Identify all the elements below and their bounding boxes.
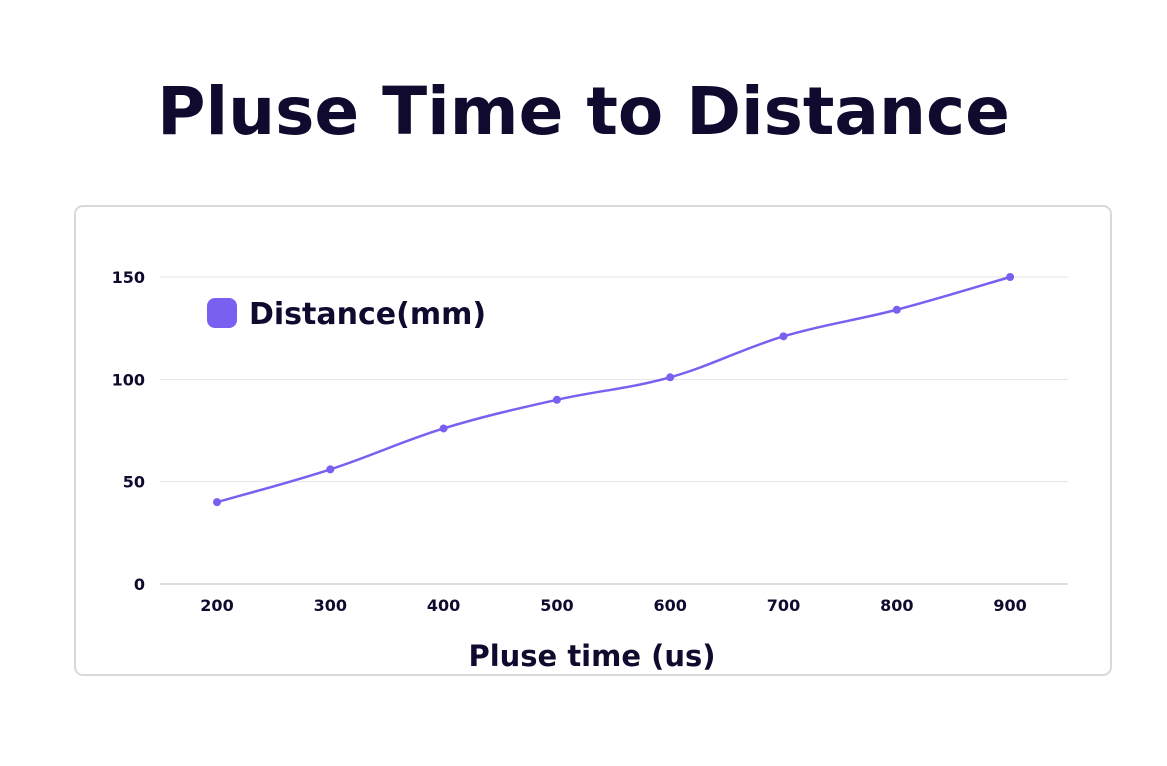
y-tick-label: 150: [112, 268, 145, 287]
x-tick-label: 200: [200, 596, 233, 615]
x-tick-label: 600: [653, 596, 686, 615]
chart-card: 0 50 100 150 200 300 400 500 600 700 800 900 Dista…: [74, 205, 1112, 676]
data-point: [779, 332, 788, 341]
data-point: [892, 305, 901, 314]
data-point: [666, 373, 675, 382]
x-tick-label: 900: [993, 596, 1026, 615]
data-point: [326, 465, 335, 474]
data-point: [552, 395, 561, 404]
x-axis-title: Pluse time (us): [468, 639, 715, 673]
line-chart: 0 50 100 150 200 300 400 500 600 700 800 900 Dista…: [112, 268, 1068, 673]
legend[interactable]: Distance(mm): [207, 297, 486, 332]
x-tick-label: 400: [427, 596, 460, 615]
y-tick-label: 0: [134, 575, 145, 594]
y-tick-label: 50: [123, 473, 145, 492]
x-tick-label: 800: [880, 596, 913, 615]
x-tick-label: 500: [540, 596, 573, 615]
y-axis-tick-labels: 0 50 100 150: [112, 268, 145, 594]
legend-label: Distance(mm): [249, 297, 486, 332]
series-line-layer: [215, 275, 1012, 504]
data-point: [1006, 273, 1015, 281]
series-points: [213, 273, 1015, 507]
legend-swatch: [207, 298, 237, 328]
x-tick-label: 700: [767, 596, 800, 615]
y-tick-label: 100: [112, 370, 145, 389]
data-point: [439, 424, 448, 433]
grid-lines: [160, 276, 1068, 585]
data-point: [213, 498, 221, 507]
x-tick-label: 300: [314, 596, 347, 615]
series-line: [215, 275, 1012, 504]
page-title: Pluse Time to Distance: [157, 73, 1010, 150]
x-axis-tick-labels: 200 300 400 500 600 700 800 900: [200, 596, 1027, 615]
